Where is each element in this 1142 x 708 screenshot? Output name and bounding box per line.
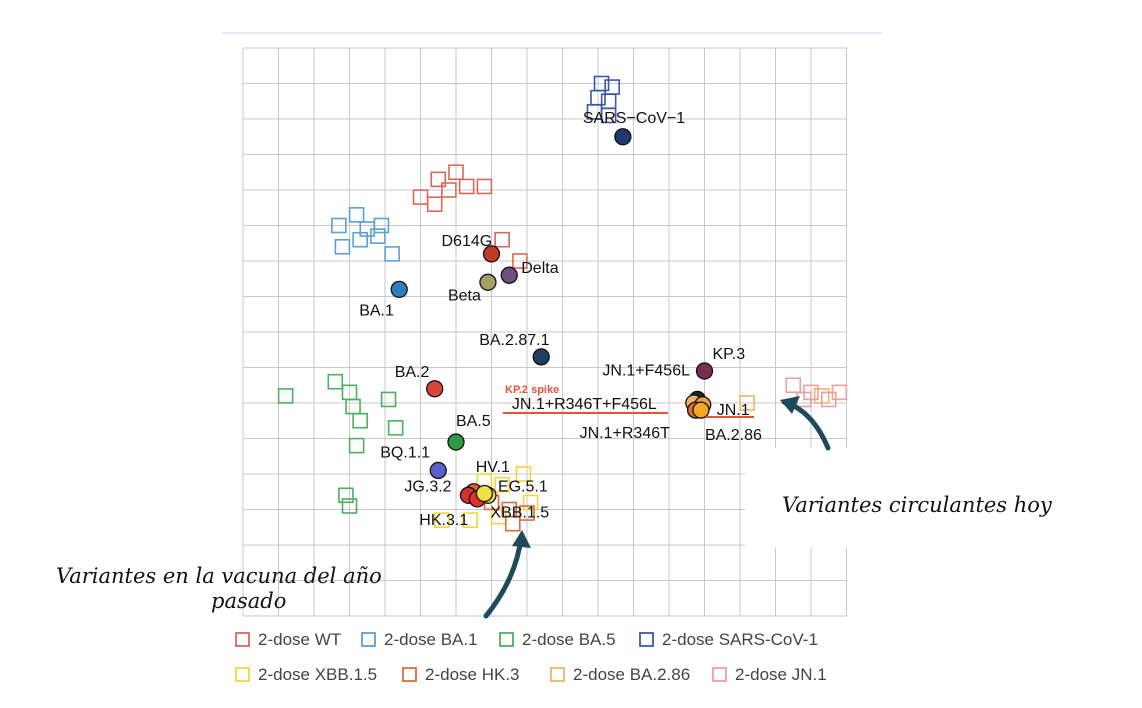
serum-point [433,512,450,528]
serum-point [341,498,358,514]
variant-label: JN.1+R346T+F456L [512,396,657,413]
legend-label: 2-dose BA.2.86 [573,665,690,684]
variant-label: BQ.1.1 [380,444,430,461]
variant-label: BA.2 [395,364,430,381]
variant-label: BA.5 [456,413,491,430]
variant-point [475,484,494,503]
variant-label: JN.1+F456L [602,362,690,379]
variant-label: BA.2.87.1 [479,332,549,349]
legend-swatch [402,667,417,682]
legend-label: 2-dose BA.1 [384,630,478,649]
serum-point [327,373,344,390]
variant-label: HV.1 [476,459,510,476]
variant-point [482,245,501,263]
serum-points [277,75,848,532]
arrow-to-last-year-variants [483,530,531,619]
serum-point [831,384,848,401]
serum-point [352,412,368,429]
serum-point [522,494,539,511]
serum-point [370,228,386,244]
serum-point [494,231,510,248]
serum-point [352,231,368,248]
legend-label: 2-dose HK.3 [425,665,520,684]
variant-label: BA.2.86 [705,427,762,444]
map-grid [242,47,847,617]
variant-point [447,433,465,451]
serum-point [604,79,621,95]
legend-label: 2-dose JN.1 [735,665,827,684]
variant-label: Delta [521,260,558,277]
serum-point [600,93,617,110]
serum-point [739,395,755,411]
serum-point [426,196,443,212]
serum-point [494,476,510,493]
annotation-last-year-line2: pasado [211,589,286,613]
serum-point [348,207,365,223]
serum-point [504,515,521,532]
variant-point [429,461,447,480]
serum-point [331,217,347,234]
serum-point [387,420,404,436]
legend-swatch [712,667,727,682]
legend-swatch [361,632,376,647]
legend: 2-dose WT 2-dose BA.1 2-dose BA.5 2-dose SA… [235,630,827,684]
serum-point [338,487,354,504]
serum-point [380,391,397,408]
variant-label: D614G [442,233,493,250]
serum-point [448,164,464,181]
legend-swatch [235,667,250,682]
variant-label: KP.3 [713,346,746,363]
serum-point [600,107,617,124]
legend-swatch [499,632,514,647]
legend-swatch [550,667,565,682]
serum-point [476,178,493,195]
variant-label: HK.3.1 [419,512,468,529]
variant-point [532,348,550,366]
variant-label: XBB.1.5 [490,505,549,522]
serum-point [373,217,390,234]
variant-point [695,362,714,380]
annotation-last-year-line1: Variantes en la vacuna del año [56,564,382,588]
legend-label: 2-dose WT [258,630,341,649]
serum-point [515,466,532,482]
serum-point [458,178,475,195]
legend-swatch [639,632,654,647]
kp2-spike-label: KP.2 spike [505,384,559,396]
variant-label: JG.3.2 [404,478,451,495]
arrow-to-current-variants [780,396,831,451]
serum-point [512,253,528,269]
variant-label: Beta [448,287,481,304]
serum-point [462,512,479,528]
serum-point [345,398,361,415]
variant-label: SARS−CoV−1 [583,110,685,127]
serum-point [430,171,447,188]
serum-point [334,239,351,255]
variant-label: JN.1 [717,402,750,419]
serum-point [519,505,535,521]
serum-point [348,437,365,454]
legend-label: 2-dose BA.5 [522,630,616,649]
variant-label: BA.1 [359,302,394,319]
serum-point [277,388,294,404]
variant-point [692,401,710,419]
variant-label: JN.1+R346T [580,425,670,442]
variant-point [390,280,408,299]
annotation-whiteout [745,448,885,548]
variant-point [614,128,632,146]
variant-points: SARS−CoV−1 D614G Delta Beta BA.1 BA.2.87.1 BA.… [359,110,762,529]
variant-point [426,380,444,398]
variant-label: EG.5.1 [498,478,548,495]
annotation-current-variants: Variantes circulantes hoy [782,493,1053,517]
serum-point [384,246,400,262]
serum-point [785,377,802,394]
legend-label: 2-dose XBB.1.5 [258,665,377,684]
legend-label: 2-dose SARS-CoV-1 [662,630,818,649]
legend-swatch [235,632,250,647]
variant-point [500,266,518,284]
serum-point [441,182,457,198]
variant-point [479,273,497,291]
